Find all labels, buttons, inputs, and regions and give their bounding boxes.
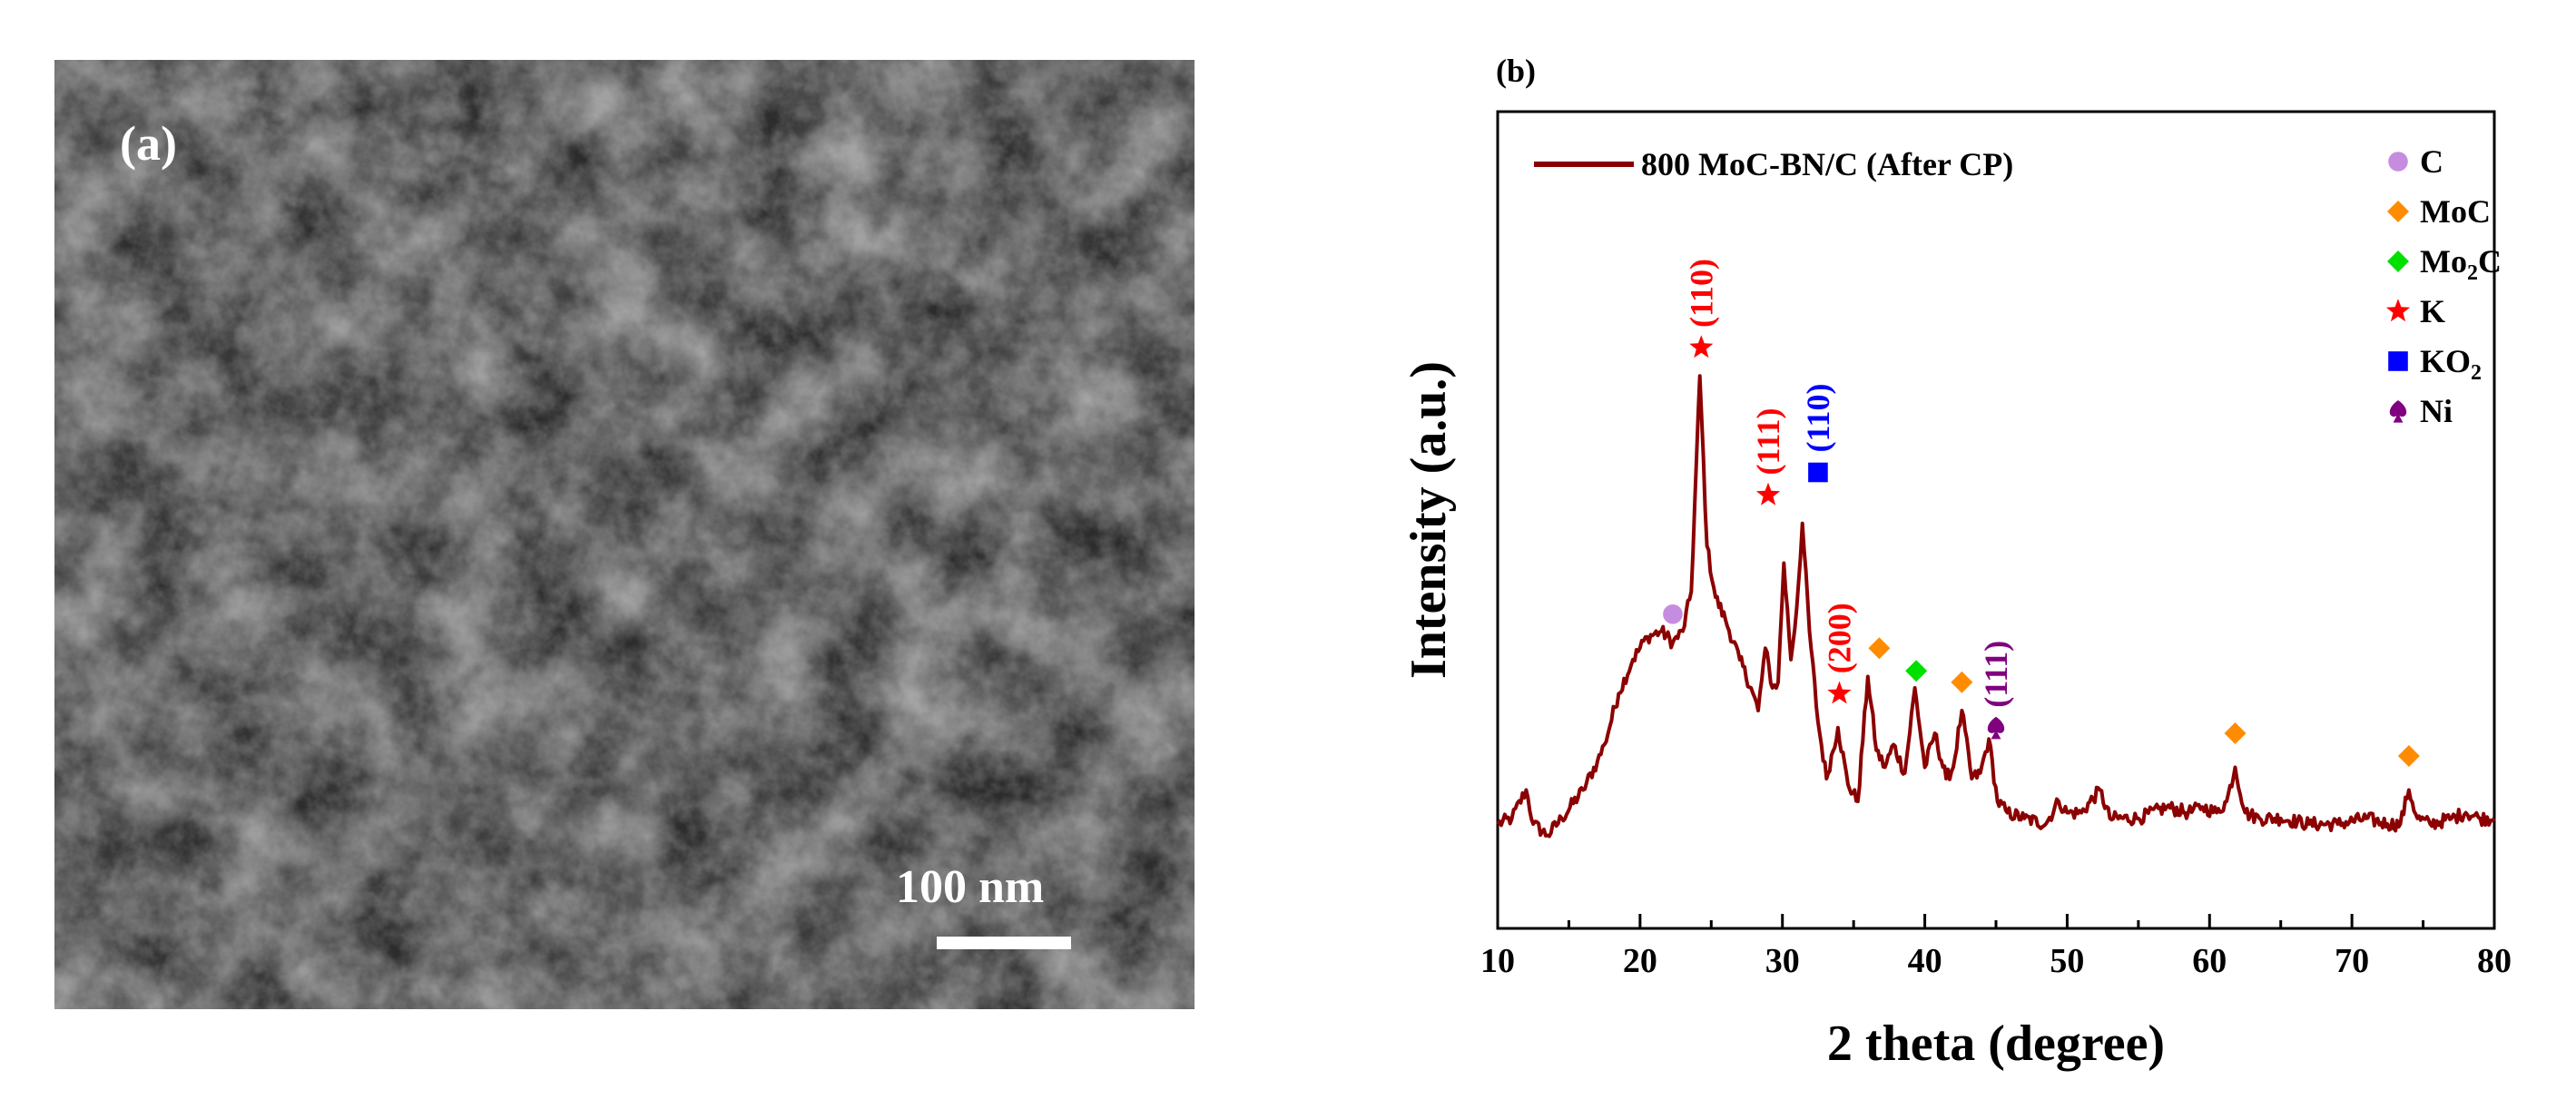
panel-a-label: (a) [120, 116, 177, 171]
sem-image-panel: (a) 100 nm [54, 60, 1195, 1009]
legend-marker-star [2385, 299, 2411, 322]
x-tick-label: 10 [1480, 942, 1515, 980]
x-tick-label: 30 [1765, 942, 1800, 980]
peak-marker-star [1689, 335, 1714, 358]
peak-marker-star [1827, 681, 1852, 704]
xrd-chart-panel: (b) 10 20 30 40 50 60 70 80 (110) (111) (110) (200… [1343, 36, 2576, 1109]
legend-label: Ni [2420, 393, 2453, 429]
x-tick-label: 20 [1623, 942, 1657, 980]
peak-marker-spade [1987, 716, 2005, 740]
peak-marker-diamond [1905, 660, 1928, 682]
x-axis-title: 2 theta (degree) [1827, 1016, 2165, 1072]
legend-label: KO2 [2420, 343, 2482, 385]
sem-micrograph: (a) 100 nm [54, 60, 1195, 1009]
legend-label: Mo2C [2420, 243, 2502, 285]
legend-marker-square [2388, 351, 2408, 371]
legend-marker-circle [2388, 152, 2408, 172]
peak-label: (111) [1978, 641, 2014, 708]
series-legend-label: 800 MoC-BN/C (After CP) [1641, 146, 2013, 182]
peak-marker-circle [1663, 604, 1683, 624]
peak-label: (111) [1750, 407, 1786, 475]
peak-marker-diamond [1868, 637, 1891, 660]
xrd-chart: (b) 10 20 30 40 50 60 70 80 (110) (111) (110) (200… [1401, 53, 2512, 1072]
x-axis-ticks [1496, 914, 2496, 928]
legend-label: K [2420, 293, 2445, 329]
x-tick-label: 70 [2335, 942, 2369, 980]
legend-marker-diamond [2387, 250, 2409, 272]
scale-bar [937, 937, 1071, 949]
peak-label: (110) [1800, 384, 1836, 453]
series-legend: 800 MoC-BN/C (After CP) [1534, 146, 2013, 182]
x-tick-label: 80 [2477, 942, 2512, 980]
x-tick-label: 50 [2050, 942, 2084, 980]
plot-frame [1496, 110, 2496, 930]
legend-label: MoC [2420, 193, 2491, 230]
x-tick-label: 60 [2192, 942, 2227, 980]
peak-label: (200) [1821, 603, 1857, 673]
scale-bar-label: 100 nm [896, 861, 1044, 913]
legend-label: C [2420, 143, 2443, 180]
y-axis-title: Intensity (a.u.) [1401, 361, 1457, 679]
x-axis-tick-labels: 10 20 30 40 50 60 70 80 [1480, 942, 2512, 980]
series-line-800-moc-bn-c [1496, 374, 2496, 839]
peak-marker-diamond [2224, 722, 2247, 744]
peak-marker-diamond [1951, 671, 1973, 693]
legend-marker-diamond [2387, 201, 2409, 222]
panel-b-label: (b) [1496, 53, 1536, 89]
peak-label: (110) [1683, 259, 1719, 328]
peak-marker-diamond [2397, 745, 2420, 767]
x-tick-label: 40 [1908, 942, 1942, 980]
legend-marker-spade [2389, 400, 2407, 423]
peak-markers: (110) (111) (110) (200) (111) [1663, 259, 2420, 767]
phase-marker-legend: C MoC Mo2C K KO2 Ni [2385, 143, 2502, 429]
peak-marker-square [1808, 462, 1828, 483]
peak-marker-star [1755, 482, 1781, 505]
